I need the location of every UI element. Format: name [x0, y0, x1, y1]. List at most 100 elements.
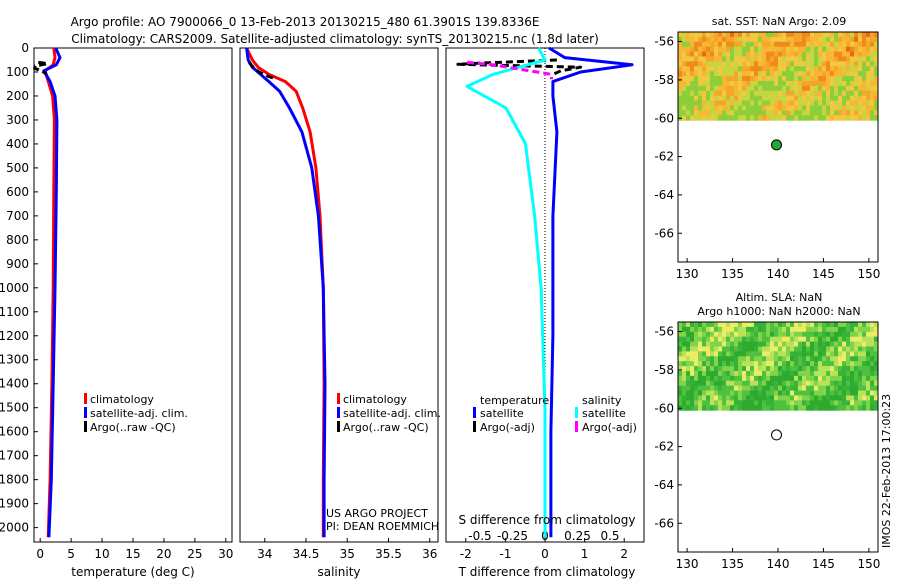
- heatmap-cell: [778, 375, 783, 382]
- heatmap-cell: [762, 375, 767, 382]
- heatmap-cell: [770, 66, 775, 72]
- heatmap-cell: [742, 85, 747, 92]
- heatmap-cell: [810, 366, 815, 372]
- heatmap-cell: [746, 51, 751, 57]
- heatmap-cell: [686, 331, 691, 338]
- heatmap-cell: [830, 341, 835, 347]
- heatmap-cell: [862, 356, 867, 362]
- heatmap-cell: [738, 56, 743, 62]
- heatmap-cell: [694, 41, 699, 48]
- heatmap-cell: [722, 61, 727, 67]
- x-tick-label: 34.5: [293, 547, 320, 561]
- heatmap-cell: [798, 110, 803, 116]
- heatmap-cell: [726, 85, 731, 92]
- heatmap-cell: [834, 370, 839, 377]
- heatmap-cell: [758, 322, 763, 328]
- heatmap-cell: [698, 341, 703, 347]
- heatmap-cell: [822, 85, 827, 92]
- heatmap-cell: [858, 356, 863, 362]
- heatmap-cell: [706, 331, 711, 338]
- y-tick-label: -66: [654, 226, 674, 240]
- heatmap-cell: [766, 36, 771, 43]
- heatmap-cell: [694, 395, 699, 401]
- heatmap-cell: [814, 110, 819, 116]
- heatmap-cell: [714, 66, 719, 72]
- heatmap-cell: [810, 51, 815, 57]
- heatmap-cell: [738, 100, 743, 106]
- x-tick-label: -2: [460, 547, 472, 561]
- heatmap-cell: [802, 61, 807, 67]
- heatmap-cell: [698, 56, 703, 62]
- heatmap-cell: [806, 395, 811, 401]
- heatmap-cell: [874, 400, 879, 406]
- heatmap-cell: [762, 395, 767, 401]
- heatmap-cell: [698, 115, 703, 121]
- heatmap-cell: [726, 385, 731, 392]
- heatmap-cell: [710, 85, 715, 92]
- heatmap-cell: [834, 336, 839, 343]
- heatmap-cell: [734, 110, 739, 116]
- heatmap-cell: [802, 41, 807, 48]
- heatmap-cell: [766, 56, 771, 62]
- salinity-panel: 34 34.5 35 35.5 36 salinity climatology sate…: [239, 47, 441, 579]
- heatmap-cell: [746, 380, 751, 387]
- heatmap-cell: [774, 100, 779, 106]
- heatmap-cell: [838, 346, 843, 352]
- heatmap-cell: [702, 71, 707, 77]
- heatmap-cell: [762, 56, 767, 62]
- heatmap-cell: [702, 41, 707, 48]
- heatmap-cell: [866, 71, 871, 77]
- heatmap-cell: [702, 100, 707, 106]
- heatmap-cell: [862, 71, 867, 77]
- y-tick-label: 1200: [0, 329, 29, 343]
- heatmap-cell: [842, 41, 847, 48]
- heatmap-cell: [726, 51, 731, 57]
- heatmap-cell: [758, 385, 763, 392]
- heatmap-cell: [858, 322, 863, 328]
- heatmap-cell: [874, 66, 879, 72]
- x-tick-label: 135: [721, 267, 744, 281]
- heatmap-cell: [830, 346, 835, 352]
- heatmap-cell: [790, 110, 795, 116]
- heatmap-cell: [770, 331, 775, 338]
- heatmap-cell: [798, 351, 803, 357]
- heatmap-cell: [678, 46, 683, 53]
- heatmap-cell: [846, 336, 851, 343]
- heatmap-cell: [694, 105, 699, 111]
- heatmap-cell: [730, 51, 735, 57]
- heatmap-cell: [706, 80, 711, 87]
- heatmap-cell: [862, 366, 867, 372]
- heatmap-cell: [782, 375, 787, 382]
- heatmap-cell: [846, 405, 851, 411]
- heatmap-cell: [698, 385, 703, 392]
- heatmap-cell: [762, 385, 767, 392]
- heatmap-cell: [858, 375, 863, 382]
- heatmap-cell: [790, 51, 795, 57]
- heatmap-cell: [826, 326, 831, 333]
- heatmap-cell: [742, 322, 747, 328]
- heatmap-cell: [702, 85, 707, 92]
- heatmap-cell: [826, 90, 831, 97]
- heatmap-cell: [714, 32, 719, 38]
- heatmap-cell: [826, 336, 831, 343]
- y-tick-label: -56: [654, 35, 674, 49]
- heatmap-cell: [834, 51, 839, 57]
- heatmap-cell: [726, 76, 731, 82]
- heatmap-cell: [702, 380, 707, 387]
- heatmap-cell: [682, 405, 687, 411]
- heatmap-cell: [702, 336, 707, 343]
- heatmap-cell: [838, 36, 843, 43]
- heatmap-cell: [786, 100, 791, 106]
- heatmap-cell: [730, 356, 735, 362]
- heatmap-cell: [850, 105, 855, 111]
- heatmap-cell: [862, 351, 867, 357]
- heatmap-cell: [870, 375, 875, 382]
- legend-swatch-satellite: [337, 407, 340, 418]
- heatmap-cell: [698, 71, 703, 77]
- heatmap-cell: [874, 326, 879, 333]
- heatmap-cell: [682, 85, 687, 92]
- heatmap-cell: [706, 322, 711, 328]
- heatmap-cell: [702, 36, 707, 43]
- heatmap-cell: [798, 80, 803, 87]
- heatmap-cell: [742, 346, 747, 352]
